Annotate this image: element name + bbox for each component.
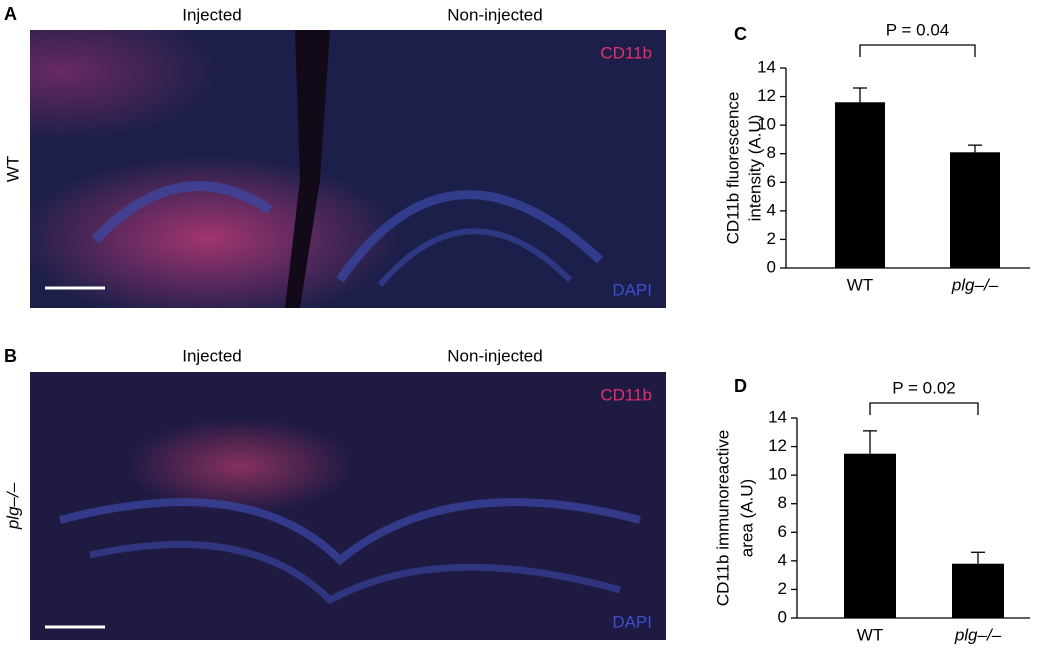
bar [952,563,1004,618]
p-value: P = 0.04 [886,20,950,39]
y-tick-label: 4 [778,550,787,569]
y-tick-label: 2 [778,579,787,598]
stain-label: DAPI [612,280,652,299]
panel-title: Non-injected [447,346,542,365]
y-tick-label: 14 [768,407,787,426]
x-tick-label: WT [857,625,883,644]
panel-label: C [734,24,747,44]
significance-bracket [869,402,979,415]
bar [844,453,896,618]
stain-label: CD11b [600,385,652,404]
genotype-label: plg–/– [3,482,22,530]
y-axis-label: area (A.U) [737,479,756,557]
x-tick-label: plg–/– [951,275,999,294]
significance-bracket [859,44,976,57]
y-tick-label: 6 [767,172,776,191]
image-b [30,372,666,640]
y-tick-label: 8 [778,493,787,512]
genotype-label: WT [3,156,22,182]
y-tick-label: 10 [768,465,787,484]
y-axis-label: CD11b immunoreactive [713,430,732,606]
bar [950,152,1000,268]
x-tick-label: WT [847,275,873,294]
stain-label: CD11b [600,43,652,62]
y-axis-label: intensity (A.U) [745,115,764,222]
panel-label: D [734,376,747,396]
panel-label: B [4,346,17,366]
y-tick-label: 0 [767,257,776,276]
panel-title: Injected [182,346,242,365]
y-tick-label: 12 [757,86,776,105]
y-tick-label: 10 [757,115,776,134]
panel-title: Non-injected [447,5,542,24]
y-tick-label: 8 [767,143,776,162]
y-tick-label: 4 [767,200,776,219]
image-a [30,30,666,308]
y-tick-label: 12 [768,436,787,455]
panel-title: Injected [182,5,242,24]
y-tick-label: 6 [778,522,787,541]
y-tick-label: 14 [757,57,776,76]
p-value: P = 0.02 [892,378,956,397]
bar [835,102,885,269]
panel-label: A [4,4,17,24]
y-tick-label: 0 [778,607,787,626]
y-tick-label: 2 [767,229,776,248]
y-axis-label: CD11b fluorescence [723,92,742,245]
stain-label: DAPI [612,612,652,631]
x-tick-label: plg–/– [954,625,1002,644]
